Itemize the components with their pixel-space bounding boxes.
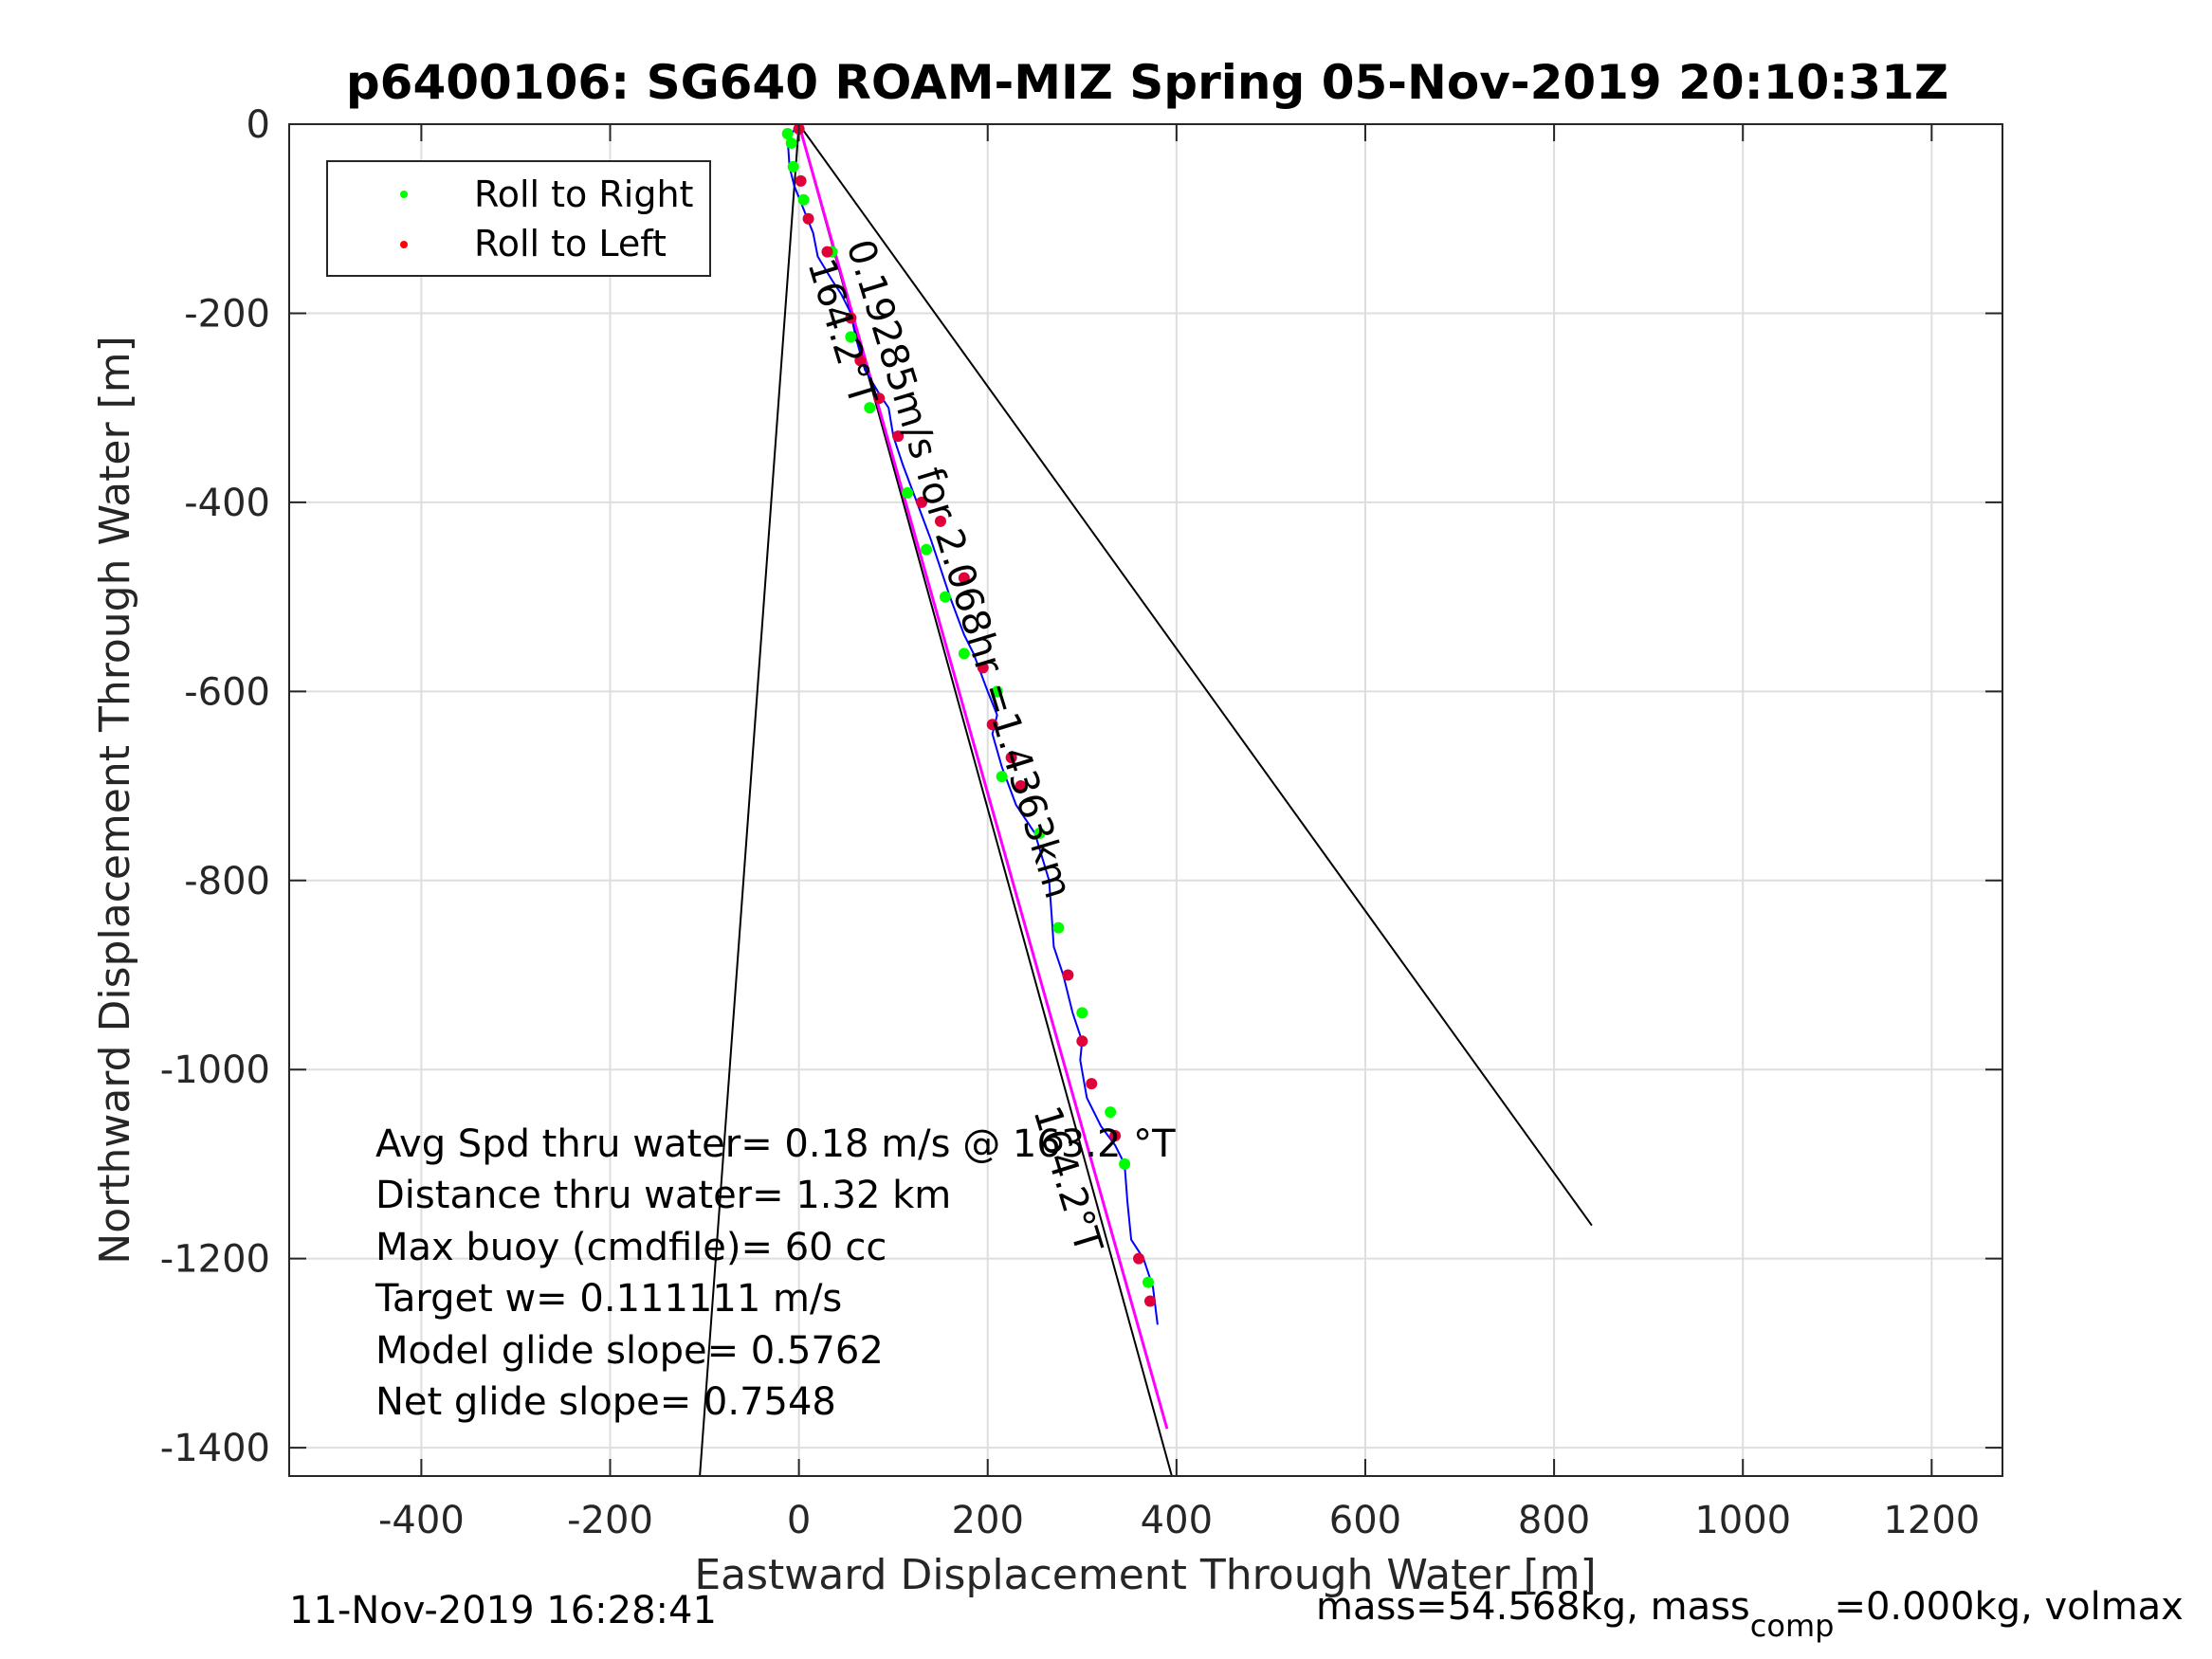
x-tick-label: 200: [952, 1499, 1024, 1542]
axes-frame: [288, 123, 2003, 1477]
y-tick-label: -800: [184, 860, 270, 903]
stats-block: Avg Spd thru water= 0.18 m/s @ 163.2 °T …: [375, 1122, 1176, 1424]
x-gridlines: [420, 124, 1933, 1476]
roll-left-point: [802, 212, 814, 225]
legend-label-roll-right: Roll to Right: [474, 173, 693, 215]
roll-right-point: [797, 193, 810, 206]
roll-left-point: [958, 572, 970, 584]
roll-right-point: [785, 137, 797, 149]
roll-right-point: [864, 402, 876, 414]
y-tick-label: -400: [184, 482, 270, 525]
roll-left-markers: [793, 122, 1156, 1307]
roll-left-point: [892, 430, 905, 443]
stats-line-avg-speed: Avg Spd thru water= 0.18 m/s @ 163.2 °T: [375, 1122, 1176, 1166]
roll-left-point: [1062, 969, 1074, 981]
legend-marker-roll-left: [400, 241, 408, 248]
roll-right-point: [1052, 921, 1065, 934]
x-axis-label: Eastward Displacement Through Water [m]: [694, 1551, 1596, 1599]
roll-right-point: [845, 331, 857, 343]
roll-left-point: [1086, 1078, 1098, 1090]
reference-line: [797, 123, 1593, 1227]
legend-marker-roll-right: [400, 191, 408, 198]
stats-line-net-glide: Net glide slope= 0.7548: [375, 1380, 836, 1424]
roll-left-point: [821, 246, 833, 258]
roll-right-point: [1142, 1276, 1154, 1288]
x-tick-label: 1200: [1883, 1499, 1980, 1542]
footer-mass-text: mass=54.568kg, mass: [1316, 1585, 1750, 1629]
roll-left-point: [986, 719, 998, 731]
stats-line-distance: Distance thru water= 1.32 km: [375, 1174, 951, 1217]
footer-mass-info: mass=54.568kg, masscomp=0.000kg, volmax: [1316, 1585, 2184, 1644]
roll-left-point: [795, 174, 807, 187]
x-tick-label: -200: [567, 1499, 653, 1542]
roll-left-point: [873, 392, 886, 405]
roll-left-point: [854, 355, 867, 367]
stats-line-target-w: Target w= 0.111111 m/s: [375, 1277, 842, 1321]
roll-left-point: [1133, 1252, 1145, 1265]
roll-left-point: [916, 496, 928, 508]
footer-mass-text-tail: =0.000kg, volmax: [1834, 1585, 2183, 1629]
x-tick-label: 600: [1329, 1499, 1401, 1542]
roll-left-point: [1076, 1035, 1088, 1048]
x-tick-label: 400: [1141, 1499, 1213, 1542]
roll-right-markers: [781, 127, 1154, 1288]
legend: Roll to Right Roll to Left: [326, 160, 711, 277]
heading-line: [797, 123, 1169, 1430]
roll-right-point: [1076, 1007, 1088, 1019]
legend-label-roll-left: Roll to Left: [474, 223, 667, 264]
roll-left-point: [1143, 1295, 1156, 1307]
roll-right-point: [996, 771, 1008, 783]
y-tick-label: -1000: [160, 1048, 270, 1092]
y-axis-label: Northward Displacement Through Water [m]: [91, 336, 139, 1264]
roll-left-point: [977, 662, 989, 674]
reference-line: [699, 123, 800, 1477]
roll-right-point: [991, 685, 1003, 698]
x-axis-ticks: -400 -200 0 200 400 600 800 1000 1200: [378, 124, 1980, 1542]
roll-right-point: [902, 486, 914, 499]
roll-left-point: [1015, 780, 1027, 793]
y-tick-label: -1400: [160, 1427, 270, 1470]
roll-right-point: [1105, 1106, 1117, 1119]
y-tick-label: -600: [184, 670, 270, 714]
plot-area: [289, 124, 2002, 1476]
roll-left-point: [934, 515, 946, 527]
roll-right-point: [939, 591, 951, 603]
roll-right-point: [781, 127, 794, 139]
x-tick-label: 0: [787, 1499, 811, 1542]
stats-line-model-glide: Model glide slope= 0.5762: [375, 1329, 884, 1373]
stats-line-max-buoy: Max buoy (cmdfile)= 60 cc: [375, 1226, 887, 1269]
y-tick-label: -200: [184, 292, 270, 336]
legend-box: [326, 160, 711, 277]
footer-mass-subscript: comp: [1750, 1608, 1835, 1644]
roll-right-point: [921, 543, 933, 556]
y-axis-ticks: 0 -200 -400 -600 -800 -1000 -1200 -1400: [160, 103, 2002, 1470]
roll-left-point: [1005, 752, 1017, 764]
x-tick-label: 800: [1518, 1499, 1590, 1542]
roll-left-point: [1109, 1130, 1122, 1142]
x-tick-label: -400: [378, 1499, 465, 1542]
y-tick-label: 0: [247, 103, 270, 147]
y-tick-label: -1200: [160, 1238, 270, 1282]
roll-right-point: [958, 647, 970, 660]
roll-right-point: [787, 160, 799, 173]
x-tick-label: 1000: [1694, 1499, 1791, 1542]
roll-right-point: [1033, 827, 1046, 839]
footer-timestamp: 11-Nov-2019 16:28:41: [289, 1589, 717, 1632]
chart-title: p6400106: SG640 ROAM-MIZ Spring 05-Nov-2…: [346, 55, 1948, 110]
roll-left-point: [845, 312, 857, 324]
roll-right-point: [1119, 1158, 1131, 1170]
heading-line-segment: [797, 123, 1169, 1430]
